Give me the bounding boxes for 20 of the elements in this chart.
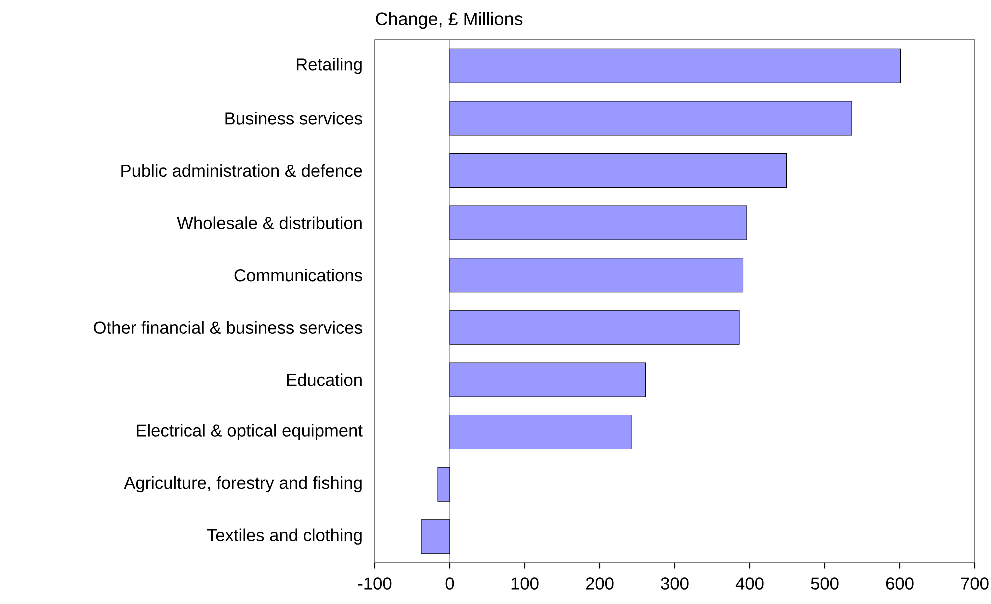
x-tick-label: 700 xyxy=(961,578,989,590)
y-tick-label: Wholesale & distribution xyxy=(177,216,362,230)
x-tick-label: 0 xyxy=(446,578,454,590)
y-tick-label: Agriculture, forestry and fishing xyxy=(124,476,362,493)
y-tick-label: Textiles and clothing xyxy=(207,528,362,545)
chart-title: Change, £ Millions xyxy=(376,12,523,30)
y-tick-label: Communications xyxy=(234,268,362,282)
x-tick-label: 300 xyxy=(661,578,689,590)
x-tick-label: 100 xyxy=(512,578,539,590)
y-tick-label: Retailing xyxy=(297,58,362,74)
x-tick-label: -100 xyxy=(358,578,392,590)
y-tick-label: Electrical & optical equipment xyxy=(137,424,363,440)
x-tick-label: 400 xyxy=(736,578,764,590)
y-tick-label: Public administration & defence xyxy=(122,164,362,178)
y-tick-label: Education xyxy=(287,374,362,386)
y-tick-label: Business services xyxy=(226,112,362,125)
x-tick-label: 200 xyxy=(586,578,614,590)
x-tick-label: 600 xyxy=(886,578,914,590)
x-tick-label: 500 xyxy=(811,578,839,590)
y-tick-label: Other financial & business services xyxy=(94,321,362,334)
